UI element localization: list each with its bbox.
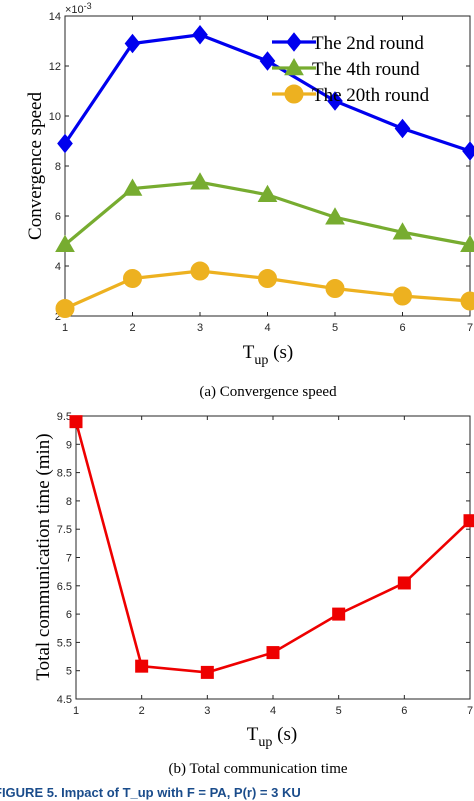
series-0-point bbox=[327, 91, 343, 111]
y-tick-label: 14 bbox=[49, 11, 61, 23]
figure-footer-caption: FIGURE 5. Impact of T_up with F = PA, P(… bbox=[0, 785, 301, 800]
x-tick-label: 1 bbox=[73, 705, 79, 717]
series-0-point bbox=[192, 24, 208, 45]
chart-a-y-exponent-power: -3 bbox=[84, 1, 92, 11]
chart-b-y-ticks: 4.5 5 5.5 6 6.5 7 7.5 8 8.5 9 9.5 bbox=[57, 411, 470, 706]
series-2-point bbox=[190, 261, 210, 281]
chart-b-x-ticks: 1 2 3 4 5 6 7 bbox=[73, 416, 473, 717]
series-0-point bbox=[69, 415, 83, 429]
series-2-point bbox=[393, 286, 412, 306]
legend-0-marker bbox=[286, 32, 302, 52]
x-tick-label: 5 bbox=[332, 322, 338, 334]
chart-a-y-ticks: 2 4 6 8 10 12 14 bbox=[49, 11, 470, 323]
y-tick-label: 10 bbox=[49, 111, 61, 123]
x-tick-label: 2 bbox=[129, 322, 135, 334]
y-tick-label: 7 bbox=[66, 553, 72, 565]
chart-a-xlabel-sub: up bbox=[254, 353, 268, 368]
series-0-point bbox=[462, 141, 474, 161]
x-tick-label: 2 bbox=[139, 705, 145, 717]
series-2-point bbox=[258, 269, 277, 288]
legend-2-marker bbox=[284, 84, 304, 104]
chart-b-x-axis-label: Tup (s) bbox=[247, 724, 297, 750]
y-tick-label: 5 bbox=[66, 666, 72, 678]
series-1-point bbox=[55, 234, 75, 252]
chart-a-y-exponent-base: ×10 bbox=[65, 4, 84, 16]
series-1-point bbox=[392, 222, 413, 240]
chart-a-series bbox=[55, 24, 474, 318]
chart-a-y-exponent: ×10-3 bbox=[65, 1, 92, 16]
series-0-point bbox=[332, 607, 346, 621]
chart-b-xlabel-sub: up bbox=[258, 735, 272, 750]
chart-a-x-axis-label: Tup (s) bbox=[243, 342, 293, 368]
chart-b-series bbox=[69, 415, 474, 679]
y-tick-label: 4 bbox=[55, 261, 61, 273]
y-tick-label: 6 bbox=[55, 211, 61, 223]
y-tick-label: 5.5 bbox=[57, 637, 72, 649]
y-tick-label: 9 bbox=[66, 439, 72, 451]
series-0-point bbox=[394, 118, 411, 139]
y-tick-label: 8 bbox=[55, 161, 61, 173]
series-1-point bbox=[122, 178, 143, 196]
series-1-point bbox=[460, 234, 474, 252]
chart-a-x-ticks: 1 2 3 4 5 6 7 bbox=[62, 16, 473, 334]
chart-a-caption: (a) Convergence speed bbox=[199, 384, 337, 400]
x-tick-label: 6 bbox=[399, 322, 405, 334]
y-tick-label: 7.5 bbox=[57, 524, 72, 536]
legend-1-label: The 4th round bbox=[312, 59, 420, 80]
chart-b-xlabel-unit: (s) bbox=[272, 724, 297, 745]
chart-a-xlabel-unit: (s) bbox=[268, 342, 293, 363]
legend-0-label: The 2nd round bbox=[312, 33, 424, 54]
x-tick-label: 4 bbox=[264, 322, 270, 334]
y-tick-label: 8 bbox=[66, 496, 72, 508]
series-1-point bbox=[325, 207, 345, 225]
series-0-point bbox=[463, 514, 474, 528]
series-0-point bbox=[135, 659, 149, 673]
series-0-point bbox=[124, 33, 141, 54]
y-tick-label: 2 bbox=[55, 311, 61, 323]
series-0-point bbox=[57, 133, 73, 154]
series-2-point bbox=[325, 279, 345, 298]
x-tick-label: 6 bbox=[401, 705, 407, 717]
chart-a-xlabel-main: T bbox=[243, 342, 255, 363]
legend-2-label: The 20th round bbox=[312, 85, 430, 106]
series-0-point bbox=[397, 576, 411, 590]
y-tick-label: 12 bbox=[49, 61, 61, 73]
x-tick-label: 3 bbox=[204, 705, 210, 717]
x-tick-label: 4 bbox=[270, 705, 276, 717]
series-1-point bbox=[190, 172, 210, 190]
total-communication-time-chart: 4.5 5 5.5 6 6.5 7 7.5 8 8.5 9 9.5 1 2 3 4 5 6 7 Total co… bbox=[33, 411, 474, 777]
legend-1-marker bbox=[284, 57, 304, 76]
x-tick-label: 1 bbox=[62, 322, 68, 334]
y-tick-label: 4.5 bbox=[57, 694, 72, 706]
series-2-point bbox=[123, 269, 142, 288]
series-2-point bbox=[55, 299, 75, 318]
chart-b-caption: (b) Total communication time bbox=[168, 761, 347, 777]
chart-a-y-axis-label: Convergence speed bbox=[25, 92, 46, 240]
x-tick-label: 7 bbox=[467, 322, 473, 334]
series-0-point bbox=[200, 665, 214, 679]
y-tick-label: 6.5 bbox=[57, 581, 72, 593]
chart-a-legend: The 2nd round The 4th round The 20th round bbox=[272, 32, 430, 106]
chart-b-xlabel-main: T bbox=[247, 724, 259, 745]
series-0-point bbox=[259, 51, 276, 71]
x-tick-label: 3 bbox=[197, 322, 203, 334]
x-tick-label: 5 bbox=[336, 705, 342, 717]
x-tick-label: 7 bbox=[467, 705, 473, 717]
series-2-point bbox=[460, 291, 474, 311]
y-tick-label: 9.5 bbox=[57, 411, 72, 423]
y-tick-label: 8.5 bbox=[57, 468, 72, 480]
chart-b-y-axis-label: Total communication time (min) bbox=[33, 433, 54, 680]
series-0-point bbox=[266, 646, 280, 660]
y-tick-label: 6 bbox=[66, 609, 72, 621]
series-1-point bbox=[257, 184, 278, 202]
